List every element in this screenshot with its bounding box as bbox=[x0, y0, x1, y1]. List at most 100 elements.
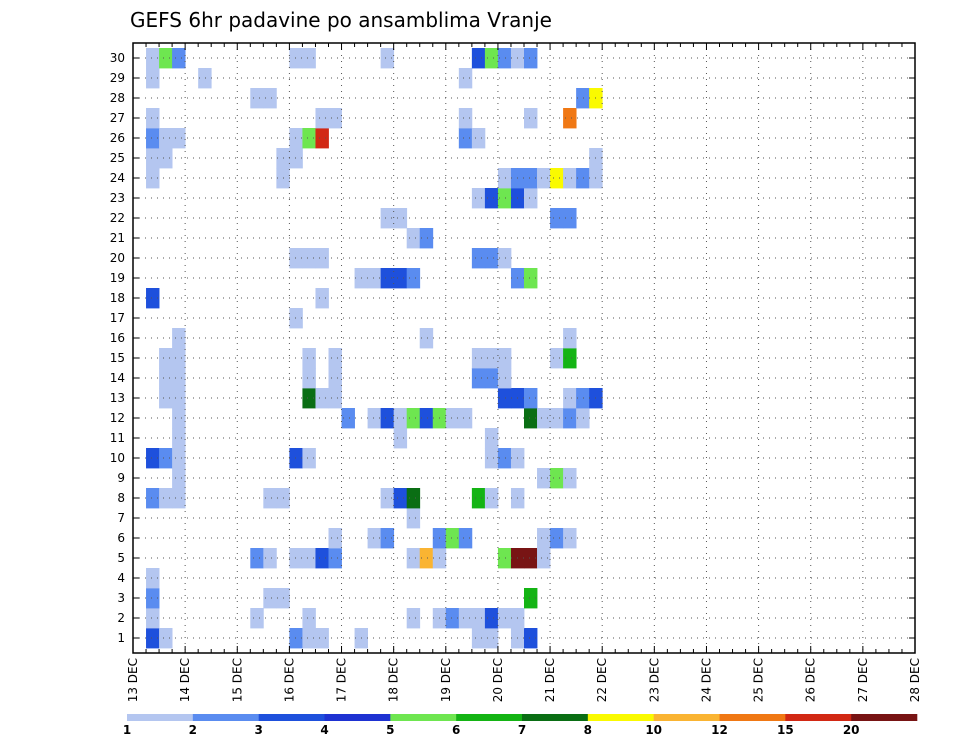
heatmap-cell bbox=[159, 128, 173, 149]
heatmap-cell bbox=[537, 548, 551, 569]
heatmap-cell bbox=[328, 548, 342, 569]
y-tick-label: 14 bbox=[110, 371, 125, 385]
heatmap-cell bbox=[289, 448, 303, 469]
heatmap-cell bbox=[263, 88, 277, 109]
heatmap-cell bbox=[159, 348, 173, 369]
heatmap-cell bbox=[302, 48, 316, 69]
legend-swatch bbox=[719, 714, 786, 721]
legend-swatch bbox=[851, 714, 918, 721]
heatmap-cell bbox=[302, 608, 316, 629]
x-tick-label: 20 DEC bbox=[491, 658, 505, 702]
heatmap-cell bbox=[289, 628, 303, 649]
heatmap-cell bbox=[419, 328, 434, 349]
x-tick-label: 28 DEC bbox=[908, 658, 922, 702]
legend-swatch bbox=[390, 714, 457, 721]
heatmap-cell bbox=[484, 488, 499, 509]
heatmap-cell bbox=[380, 528, 395, 549]
heatmap-cell bbox=[524, 48, 538, 69]
heatmap-cell bbox=[471, 248, 486, 269]
x-tick-label: 24 DEC bbox=[699, 658, 713, 702]
heatmap-cell bbox=[497, 368, 512, 389]
y-tick-label: 1 bbox=[117, 631, 125, 645]
y-tick-label: 4 bbox=[117, 571, 125, 585]
heatmap-cell bbox=[484, 448, 499, 469]
heatmap-cell bbox=[458, 528, 473, 549]
heatmap-cell bbox=[497, 168, 512, 189]
grid-layer bbox=[133, 43, 915, 653]
legend-label: 5 bbox=[386, 723, 394, 737]
heatmap-cell bbox=[159, 148, 173, 169]
heatmap-cell bbox=[406, 608, 421, 629]
heatmap-cell bbox=[484, 248, 499, 269]
heatmap-cell bbox=[563, 408, 577, 429]
heatmap-cell bbox=[524, 588, 538, 609]
heatmap-cell bbox=[484, 628, 499, 649]
heatmap-cell bbox=[471, 128, 486, 149]
heatmap-cell bbox=[159, 388, 173, 409]
legend-swatch bbox=[522, 714, 589, 721]
heatmap-cell bbox=[289, 48, 303, 69]
heatmap-cell bbox=[172, 468, 186, 489]
heatmap-cell bbox=[497, 388, 512, 409]
x-tick-label: 21 DEC bbox=[543, 658, 557, 702]
heatmap-cell bbox=[406, 548, 421, 569]
x-tick-label: 22 DEC bbox=[595, 658, 609, 702]
y-tick-label: 13 bbox=[110, 391, 125, 405]
heatmap-cell bbox=[550, 528, 564, 549]
heatmap-cell bbox=[393, 488, 408, 509]
heatmap-cell bbox=[484, 428, 499, 449]
heatmap-cell bbox=[146, 568, 160, 589]
y-tick-label: 3 bbox=[117, 591, 125, 605]
heatmap-cell bbox=[146, 608, 160, 629]
x-tick-label: 27 DEC bbox=[856, 658, 870, 702]
heatmap-cell bbox=[563, 468, 577, 489]
heatmap-cell bbox=[524, 548, 538, 569]
heatmap-cell bbox=[484, 608, 499, 629]
heatmap-cell bbox=[563, 328, 577, 349]
heatmap-cell bbox=[550, 468, 564, 489]
legend-swatch bbox=[324, 714, 391, 721]
heatmap-cell bbox=[198, 68, 212, 89]
heatmap-cell bbox=[576, 168, 590, 189]
heatmap-cell bbox=[146, 128, 160, 149]
heatmap-cell bbox=[263, 488, 277, 509]
heatmap-cell bbox=[289, 148, 303, 169]
y-tick-label: 11 bbox=[110, 431, 125, 445]
heatmap-cell bbox=[576, 388, 590, 409]
heatmap-cell bbox=[367, 528, 382, 549]
heatmap-cell bbox=[393, 268, 408, 289]
heatmap-cell bbox=[471, 628, 486, 649]
heatmap-cell bbox=[471, 368, 486, 389]
chart-title: GEFS 6hr padavine po ansamblima Vranje bbox=[130, 8, 552, 32]
y-axis-ticks: 1234567891011121314151617181920212223242… bbox=[110, 51, 915, 645]
y-tick-label: 20 bbox=[110, 251, 125, 265]
heatmap-cell bbox=[537, 468, 551, 489]
heatmap-cell bbox=[524, 628, 538, 649]
heatmap-cell bbox=[458, 408, 473, 429]
x-tick-label: 23 DEC bbox=[647, 658, 661, 702]
heatmap-cell bbox=[159, 368, 173, 389]
heatmap-cell bbox=[563, 108, 577, 129]
heatmap-cell bbox=[315, 128, 329, 149]
heatmap-cell bbox=[550, 408, 564, 429]
heatmap-cell bbox=[458, 108, 473, 129]
y-tick-label: 17 bbox=[110, 311, 125, 325]
legend-swatch bbox=[785, 714, 852, 721]
heatmap-cell bbox=[484, 48, 499, 69]
legend-label: 10 bbox=[645, 723, 662, 737]
heatmap-cell bbox=[172, 448, 186, 469]
heatmap-cell bbox=[172, 428, 186, 449]
y-tick-label: 16 bbox=[110, 331, 125, 345]
heatmap-cell bbox=[537, 408, 551, 429]
heatmap-cell bbox=[458, 128, 473, 149]
heatmap-cell bbox=[367, 408, 382, 429]
heatmap-cell bbox=[289, 128, 303, 149]
y-tick-label: 27 bbox=[110, 111, 125, 125]
heatmap-cell bbox=[524, 268, 538, 289]
heatmap-cell bbox=[328, 348, 342, 369]
heatmap-cell bbox=[406, 228, 421, 249]
heatmap-cell bbox=[576, 408, 590, 429]
heatmap-cell bbox=[419, 228, 434, 249]
heatmap-cell bbox=[250, 548, 264, 569]
